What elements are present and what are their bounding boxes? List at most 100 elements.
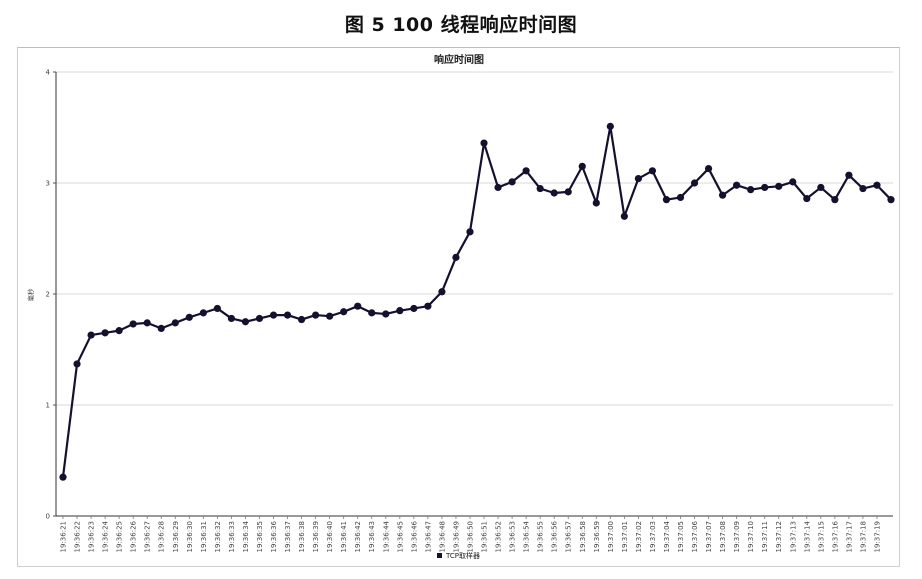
x-tick-label: 19:37:01 xyxy=(621,521,629,552)
x-tick-label: 19:37:19 xyxy=(873,521,881,552)
x-tick-label: 19:37:05 xyxy=(677,521,685,552)
x-tick-label: 19:36:42 xyxy=(354,521,362,552)
x-tick-label: 19:36:51 xyxy=(481,521,489,552)
x-tick-label: 19:36:24 xyxy=(102,520,110,552)
data-point xyxy=(775,182,783,190)
legend-swatch xyxy=(437,553,442,558)
data-point xyxy=(662,196,671,204)
x-tick-label: 19:36:44 xyxy=(382,520,390,552)
x-tick-label: 19:36:31 xyxy=(200,521,208,552)
x-tick-label: 19:37:08 xyxy=(719,521,727,552)
x-tick-label: 19:36:30 xyxy=(186,521,194,552)
data-point xyxy=(480,139,488,147)
x-tick-label: 19:36:40 xyxy=(326,521,334,552)
y-tick-label: 0 xyxy=(46,513,50,521)
x-tick-label: 19:37:13 xyxy=(789,521,797,552)
data-point xyxy=(396,307,404,315)
x-tick-label: 19:37:14 xyxy=(803,520,811,552)
x-tick-label: 19:37:07 xyxy=(705,521,713,552)
data-point xyxy=(803,194,811,203)
x-tick-label: 19:36:43 xyxy=(368,521,376,552)
data-point xyxy=(143,319,151,327)
x-tick-label: 19:36:22 xyxy=(74,521,82,552)
x-tick-label: 19:36:59 xyxy=(593,521,601,552)
data-point xyxy=(241,318,250,326)
legend: TCP取样器 xyxy=(437,551,480,560)
series-line xyxy=(61,125,892,478)
data-point xyxy=(185,313,193,321)
x-tick-label: 19:36:52 xyxy=(495,521,503,552)
data-point xyxy=(438,288,446,296)
x-tick-label: 19:36:38 xyxy=(298,521,306,552)
data-point xyxy=(410,304,418,313)
data-point xyxy=(578,162,586,170)
x-tick-label: 19:36:48 xyxy=(438,521,446,552)
x-tick-label: 19:36:53 xyxy=(509,521,517,552)
data-point xyxy=(845,171,853,179)
y-tick-label: 3 xyxy=(46,180,50,188)
x-tick-label: 19:36:37 xyxy=(284,521,292,552)
data-point xyxy=(887,196,895,204)
data-point xyxy=(340,308,348,316)
chart-title: 响应时间图 xyxy=(434,53,484,66)
data-point xyxy=(536,184,544,193)
legend-label: TCP取样器 xyxy=(445,551,480,560)
data-point xyxy=(606,122,614,130)
x-tick-label: 19:37:04 xyxy=(663,520,671,552)
x-tick-label: 19:36:29 xyxy=(172,521,180,552)
x-tick-label: 19:36:21 xyxy=(60,521,68,552)
series-group xyxy=(59,122,895,481)
data-point xyxy=(87,331,95,339)
x-tick-label: 19:37:18 xyxy=(859,521,867,552)
x-tick-label: 19:36:47 xyxy=(424,521,432,552)
x-tick-label: 19:37:09 xyxy=(733,521,741,552)
data-point xyxy=(718,191,727,199)
data-point xyxy=(312,311,320,319)
x-tick-label: 19:37:02 xyxy=(635,521,643,552)
x-tick-label: 19:36:26 xyxy=(130,520,138,552)
x-tick-label: 19:37:03 xyxy=(649,521,657,552)
data-point xyxy=(466,228,474,236)
data-point xyxy=(634,174,642,183)
x-tick-label: 19:36:39 xyxy=(312,521,320,552)
x-tick-label: 19:37:06 xyxy=(691,520,699,552)
data-point xyxy=(494,183,502,192)
chart-frame xyxy=(17,47,900,567)
y-axis-label: 毫秒 xyxy=(26,288,35,302)
data-point xyxy=(326,312,334,320)
x-tick-label: 19:36:33 xyxy=(228,521,236,552)
data-point xyxy=(255,314,264,323)
x-tick-label: 19:37:17 xyxy=(845,521,853,552)
x-tick-label: 19:37:16 xyxy=(831,520,839,552)
data-point xyxy=(859,184,867,193)
y-tick-label: 4 xyxy=(46,69,51,77)
x-tick-label: 19:36:35 xyxy=(256,521,264,552)
y-tick-label: 2 xyxy=(46,291,50,299)
x-tick-label: 19:36:55 xyxy=(537,521,545,552)
data-point xyxy=(648,167,657,175)
data-point xyxy=(831,196,839,204)
data-point xyxy=(733,181,741,189)
data-point xyxy=(382,310,390,318)
data-point xyxy=(368,309,376,317)
data-point xyxy=(73,360,81,368)
x-tick-label: 19:36:46 xyxy=(410,520,418,552)
data-point xyxy=(676,193,685,202)
x-tick-label: 19:36:36 xyxy=(270,520,278,552)
x-tick-label: 19:36:41 xyxy=(340,521,348,552)
x-tick-label: 19:36:50 xyxy=(466,521,474,552)
y-tick-labels: 0 1 2 3 4 xyxy=(46,69,56,521)
x-tick-label: 19:36:23 xyxy=(88,521,96,552)
data-point xyxy=(592,199,600,207)
x-tick-label: 19:37:11 xyxy=(761,521,769,552)
data-point xyxy=(115,327,123,335)
y-tick-label: 1 xyxy=(46,402,50,410)
data-point xyxy=(297,315,306,324)
x-tick-label: 19:36:49 xyxy=(452,521,460,552)
data-point xyxy=(452,253,460,261)
x-tick-label: 19:36:34 xyxy=(242,520,250,552)
data-point xyxy=(817,183,825,192)
data-point xyxy=(269,311,278,319)
x-tick-label: 19:37:00 xyxy=(607,521,615,552)
x-tick-label: 19:36:56 xyxy=(551,520,559,552)
